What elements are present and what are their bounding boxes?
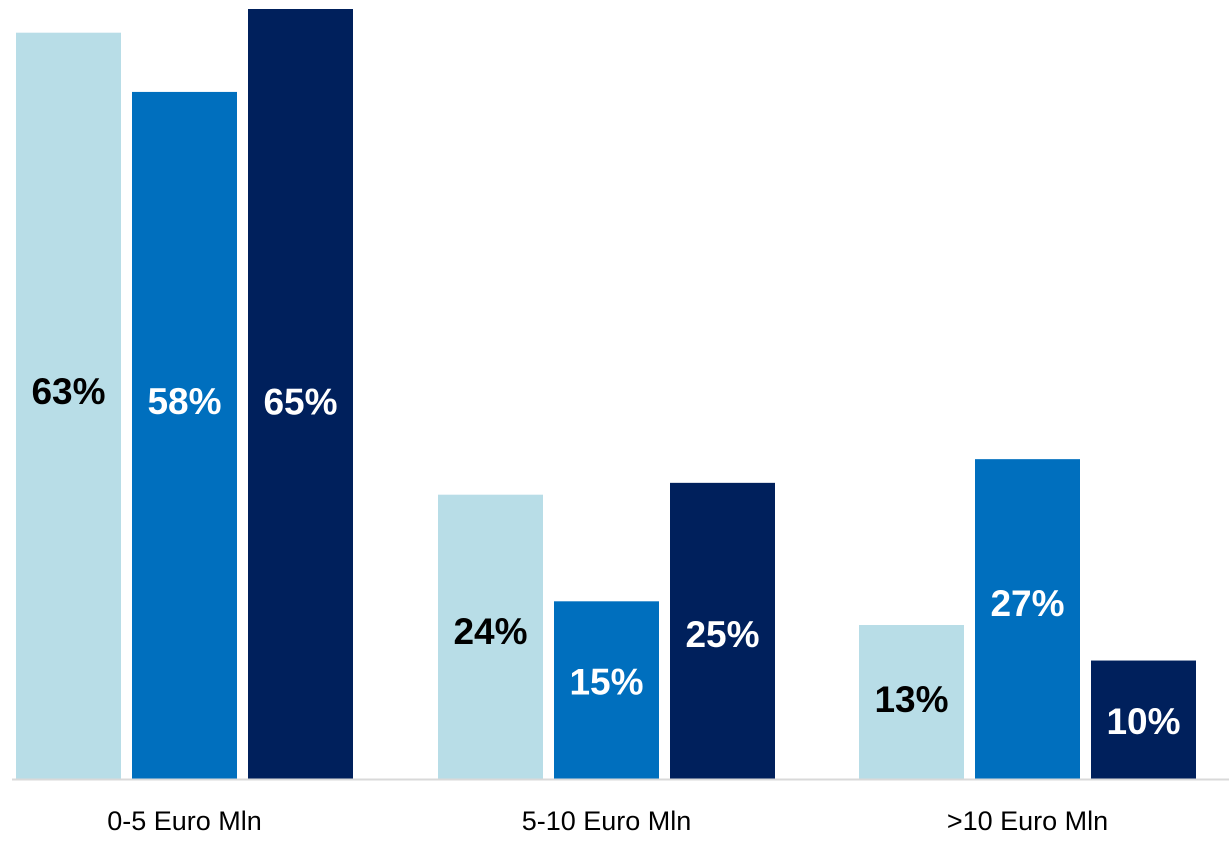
bar-0-5-euro-mln-series-1	[16, 32, 121, 779]
data-label-0-5-euro-mln-series-3: 65%	[263, 382, 337, 423]
value-labels-group: 63% 58% 65% 24% 15% 25% 13% 27% 10%	[31, 371, 1180, 742]
bar-0-5-euro-mln-series-2	[132, 91, 237, 779]
data-label-0-5-euro-mln-series-2: 58%	[147, 381, 221, 422]
data-label-5-10-euro-mln-series-2: 15%	[569, 661, 643, 702]
data-label-10-euro-mln-series-2: 27%	[990, 583, 1064, 624]
bar-10-euro-mln-series-1	[859, 625, 964, 779]
bar-10-euro-mln-series-2	[975, 459, 1080, 779]
data-label-10-euro-mln-series-1: 13%	[874, 679, 948, 720]
bar-0-5-euro-mln-series-3	[248, 9, 353, 779]
category-labels-group: 0-5 Euro Mln 5-10 Euro Mln >10 Euro Mln	[107, 806, 1108, 836]
bar-10-euro-mln-series-3	[1091, 660, 1196, 779]
x-tick-label-10-euro-mln: >10 Euro Mln	[947, 806, 1108, 836]
data-label-5-10-euro-mln-series-3: 25%	[685, 614, 759, 655]
data-label-5-10-euro-mln-series-1: 24%	[453, 611, 527, 652]
x-tick-label-0-5-euro-mln: 0-5 Euro Mln	[107, 806, 262, 836]
x-tick-label-5-10-euro-mln: 5-10 Euro Mln	[522, 806, 692, 836]
data-label-10-euro-mln-series-3: 10%	[1106, 701, 1180, 742]
bar-5-10-euro-mln-series-1	[438, 494, 543, 779]
bar-5-10-euro-mln-series-3	[670, 482, 775, 779]
bar-5-10-euro-mln-series-2	[554, 601, 659, 779]
data-label-0-5-euro-mln-series-1: 63%	[31, 371, 105, 412]
bars-group	[16, 9, 1196, 779]
